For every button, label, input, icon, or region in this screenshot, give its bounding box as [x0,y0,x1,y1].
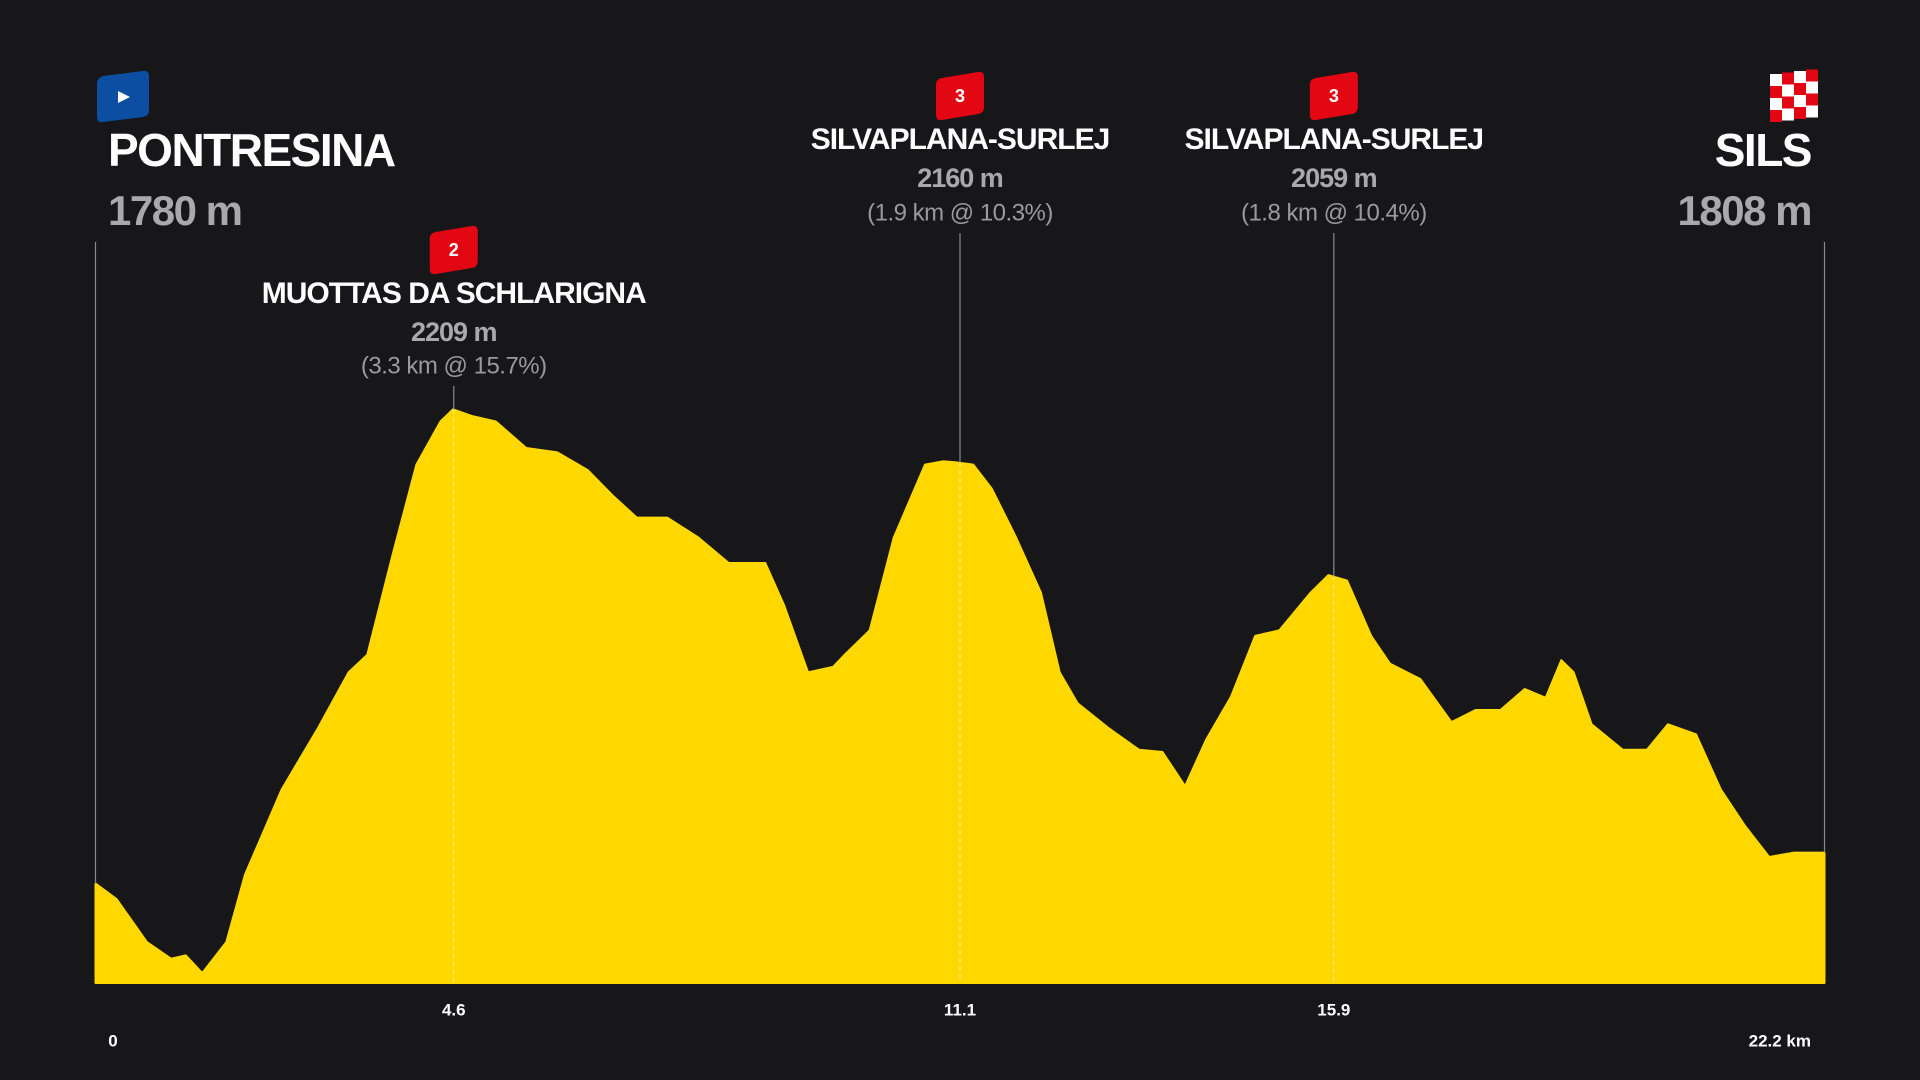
flag-square [1806,69,1818,82]
climb-detail: (3.3 km @ 15.7%) [361,352,547,379]
flag-square [1794,107,1806,119]
flag-square [1806,105,1818,118]
x-tick-label: 11.1 [944,1000,976,1019]
start-flag-icon [118,91,130,103]
finish-flag [1770,69,1818,122]
climb-name: MUOTTAS DA SCHLARIGNA [262,277,646,310]
flag-square [1770,86,1782,98]
x-tick-label: 0 [108,1031,117,1050]
climb-altitude: 2059 m [1291,163,1377,193]
flag-square [1794,71,1806,83]
climb-detail: (1.8 km @ 10.4%) [1241,199,1427,226]
flag-square [1806,93,1818,106]
start-altitude: 1780 m [108,187,241,234]
climb-category: 3 [955,86,965,106]
climb-badge [429,225,478,275]
flag-square [1770,74,1782,86]
finish-altitude: 1808 m [1678,187,1811,234]
x-tick-label: 22.2 km [1749,1031,1811,1050]
flag-square [1782,96,1794,109]
flag-square [1794,95,1806,107]
x-tick-label: 4.6 [442,1000,466,1019]
climb-category: 2 [449,240,459,260]
start-name: PONTRESINA [108,124,395,176]
climb-name: SILVAPLANA-SURLEJ [811,123,1110,156]
flag-square [1806,81,1818,94]
x-tick-label: 15.9 [1317,1000,1350,1019]
flag-square [1782,108,1794,121]
climb-altitude: 2160 m [917,163,1003,193]
climb-altitude: 2209 m [411,317,497,347]
climb-badge [1309,71,1358,121]
flag-square [1794,83,1806,95]
flag-square [1770,110,1782,122]
finish-name: SILS [1715,124,1811,176]
climb-name: SILVAPLANA-SURLEJ [1185,123,1484,156]
flag-square [1782,72,1794,85]
flag-square [1782,84,1794,97]
flag-square [1770,98,1782,110]
climb-category: 3 [1329,86,1339,106]
climb-detail: (1.9 km @ 10.3%) [867,199,1053,226]
climb-badge [936,71,984,121]
